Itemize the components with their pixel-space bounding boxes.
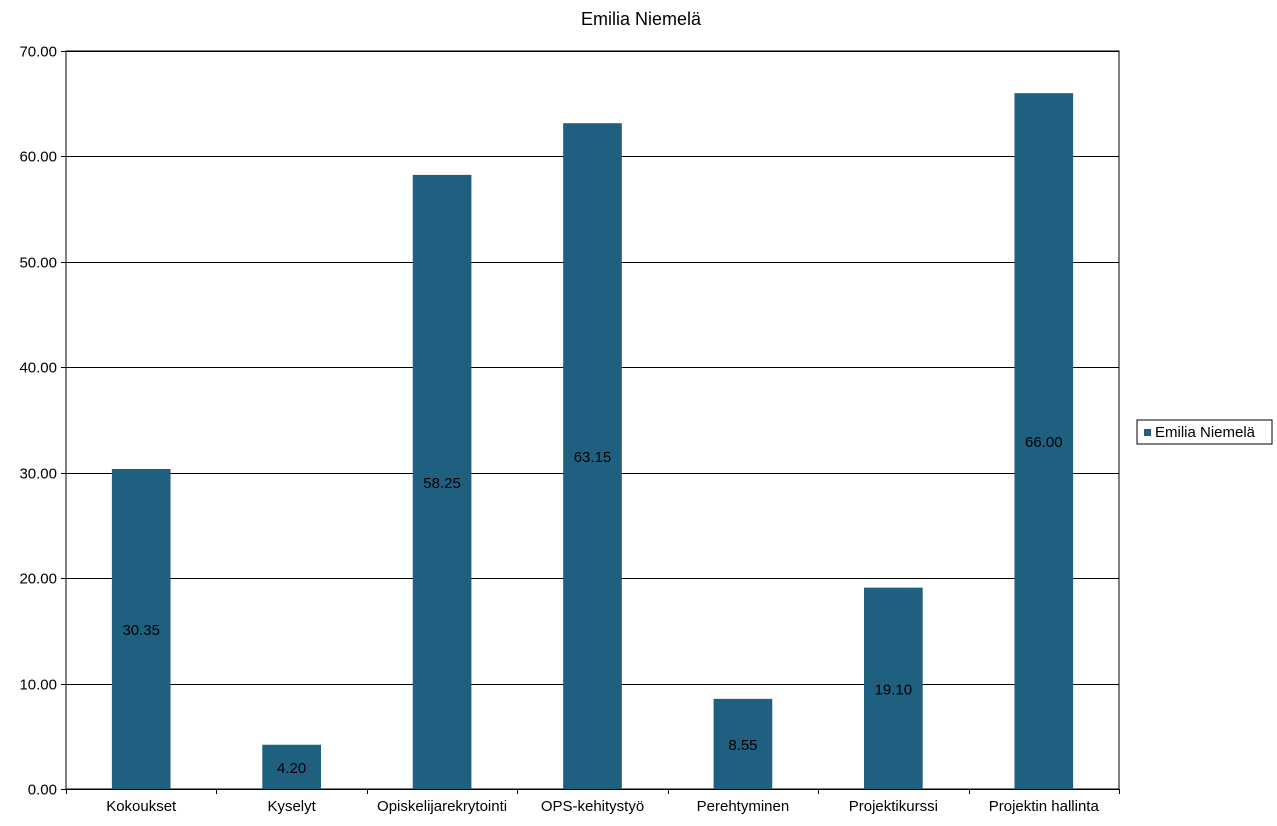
legend-swatch [1144, 429, 1151, 436]
x-tick-label: Projektikurssi [849, 798, 938, 815]
bar [864, 587, 923, 789]
data-label: 8.55 [728, 737, 757, 754]
chart-title: Emilia Niemelä [581, 9, 702, 29]
legend-box [1136, 419, 1273, 445]
x-tick-label: Projektin hallinta [989, 798, 1100, 815]
x-axis-ticks: Kokoukset Kyselyt Opiskelijarekrytointi OPS… [66, 789, 1120, 815]
bar [563, 123, 622, 790]
data-label: 19.10 [875, 681, 913, 698]
x-tick-label: Opiskelijarekrytointi [377, 798, 507, 815]
data-label: 58.25 [423, 475, 461, 492]
y-tick-label: 50.00 [19, 255, 57, 272]
legend: Emilia Niemelä [1136, 419, 1273, 445]
data-label: 4.20 [277, 760, 306, 777]
x-tick-label: Kokoukset [106, 798, 177, 815]
y-tick-label: 0.00 [28, 782, 57, 799]
bar [1014, 93, 1074, 789]
bar [412, 174, 472, 790]
y-tick-label: 20.00 [19, 571, 57, 588]
x-tick-label: OPS-kehitystyö [541, 798, 644, 815]
bar [713, 698, 773, 789]
bar [262, 744, 321, 789]
bar [111, 469, 171, 789]
x-tick-label: Perehtyminen [697, 798, 790, 815]
y-tick-label: 40.00 [19, 360, 57, 377]
x-tick-label: Kyselyt [267, 798, 316, 815]
y-tick-label: 30.00 [19, 466, 57, 483]
y-axis-ticks: 0.00 10.00 20.00 30.00 40.00 50.00 60.00 70.00 [19, 44, 57, 799]
data-label: 63.15 [574, 449, 612, 466]
legend-label: Emilia Niemelä [1155, 424, 1256, 441]
y-tick-label: 60.00 [19, 149, 57, 166]
y-tick-label: 70.00 [19, 44, 57, 61]
data-label: 66.00 [1025, 434, 1063, 451]
data-label: 30.35 [122, 622, 160, 639]
data-labels: 30.35 4.20 58.25 63.15 8.55 19.10 66.00 [122, 434, 1062, 777]
y-tick-label: 10.00 [19, 677, 57, 694]
bars [111, 93, 1074, 790]
